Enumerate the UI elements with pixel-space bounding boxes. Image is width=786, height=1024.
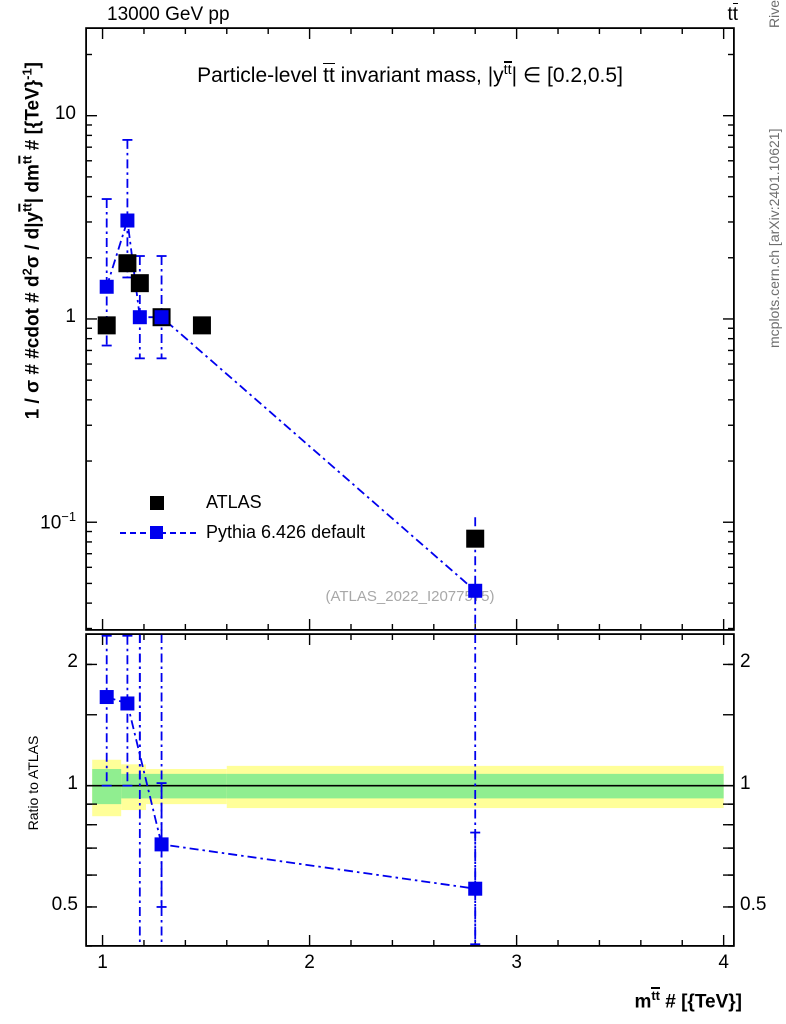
ratio-marker (120, 696, 135, 711)
legend-entry-pythia: Pythia 6.426 default (120, 517, 365, 547)
ratio-tick-label-right-0: 2 (740, 651, 751, 673)
x-axis-title: m tt # [{TeV}] (634, 987, 742, 1013)
atlas-marker-main (97, 316, 116, 335)
legend-entry-atlas: ATLAS (120, 487, 365, 517)
legend: ATLAS Pythia 6.426 default (120, 487, 365, 547)
pythia-marker-main (468, 583, 483, 598)
legend-key-dashdot-square-icon (120, 522, 198, 542)
x-tick-label-1: 2 (304, 952, 315, 973)
y-tick-label-2: 10−1 (40, 509, 76, 534)
analysis-id-watermark: (ATLAS_2022_I2077575) (325, 588, 495, 605)
ratio-tick-label-right-2: 0.5 (740, 893, 767, 915)
atlas-marker-main (466, 529, 485, 548)
legend-label-atlas: ATLAS (206, 491, 262, 512)
panel-border-1 (85, 633, 735, 947)
pythia-line-main (105, 220, 476, 592)
pythia-marker-main (99, 279, 114, 294)
ratio-marker (154, 837, 169, 852)
ratio-tick-label-0: 2 (67, 651, 78, 673)
pythia-marker-main (154, 310, 169, 325)
ratio-tick-label-2: 0.5 (51, 893, 78, 915)
legend-label-pythia: Pythia 6.426 default (206, 521, 366, 542)
y-tick-label-0: 10 (54, 102, 76, 124)
x-tick-label-3: 4 (718, 952, 729, 973)
atlas-marker-main (192, 316, 211, 335)
ratio-marker (99, 690, 114, 705)
header-process-label: tt (727, 2, 738, 25)
y-tick-label-1: 1 (65, 305, 76, 327)
ratio-tick-label-right-1: 1 (740, 772, 751, 794)
panel-border-0 (85, 27, 735, 631)
atlas-marker-main (130, 274, 149, 293)
ratio-marker (468, 881, 483, 896)
ratio-tick-label-1: 1 (67, 772, 78, 794)
pythia-marker-main (132, 310, 147, 325)
header-beam-label: 13000 GeV pp (107, 4, 230, 25)
x-tick-label-0: 1 (97, 952, 108, 973)
pythia-marker-main (120, 213, 135, 228)
legend-key-square-icon (120, 492, 198, 512)
x-tick-label-2: 3 (511, 952, 522, 973)
ratio-line (106, 696, 476, 890)
plot-title: Particle-level tt invariant mass, |y tt| … (197, 61, 623, 87)
atlas-marker-main (118, 254, 137, 273)
